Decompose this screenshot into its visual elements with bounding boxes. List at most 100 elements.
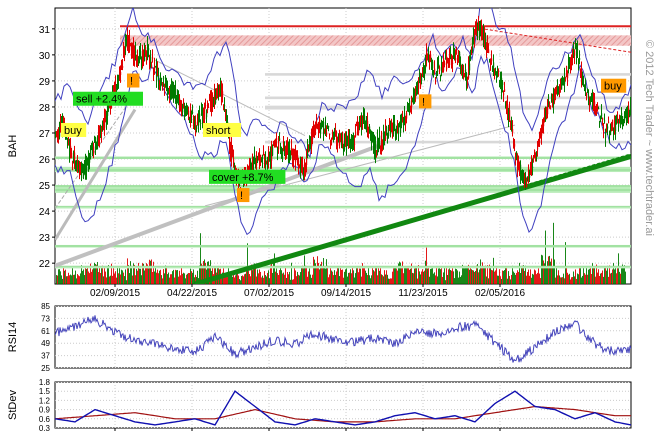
candle-body [541,128,543,136]
volume-bar [116,277,117,284]
volume-bar [409,269,410,284]
volume-bar [421,271,422,284]
volume-bar [136,268,137,284]
volume-bar [491,269,492,284]
volume-bar [557,275,558,284]
volume-bar [560,277,561,284]
volume-bar [225,275,226,284]
volume-bar [252,270,253,284]
candle-body [559,87,561,93]
candle-body [543,119,545,127]
candle-body [519,168,521,171]
candle-body [574,50,576,56]
candle-body [444,62,446,66]
candle-body [264,157,266,163]
candle-body [272,145,274,156]
candle-body [471,49,473,55]
candle-body [590,97,592,101]
candle-body [563,79,565,85]
volume-bar [276,268,277,284]
candle-body [581,69,583,82]
candle-body [483,28,485,40]
candle-body [625,109,627,111]
stdev-tick-label: 1.2 [39,396,51,405]
candle-body [459,51,461,66]
candle-body [331,139,333,141]
volume-bar [326,259,327,284]
volume-bar [366,272,367,284]
candle-body [554,91,556,102]
volume-bar [243,276,244,284]
volume-bar [64,270,65,284]
volume-bar [515,274,516,284]
volume-bar [446,267,447,284]
volume-bar [69,275,70,284]
volume-bar [302,265,303,284]
volume-bar [516,272,517,284]
volume-bar [58,269,59,284]
candle-body [142,54,144,63]
volume-bar [527,271,528,284]
volume-bar [180,275,181,284]
candle-body [268,154,270,160]
volume-bar [283,272,284,284]
candle-body [500,77,502,82]
candle-body [327,126,329,128]
volume-bar [230,273,231,284]
volume-bar [535,270,536,284]
candle-body [293,151,295,162]
candle-body [573,46,575,53]
volume-bar [512,265,513,284]
candle-body [250,160,252,173]
volume-bar [150,260,151,284]
volume-bar [312,274,313,284]
candle-body [484,32,486,42]
volume-bar [357,267,358,284]
candle-body [180,101,182,109]
candle-body [89,155,91,163]
volume-bar [568,274,569,284]
volume-bar [288,274,289,284]
volume-bar [197,270,198,284]
candle-body [626,115,628,118]
candle-body [605,130,607,138]
volume-bar [121,269,122,284]
candle-body [232,150,234,154]
volume-bar [545,230,546,284]
candle-body [612,119,614,129]
candle-body [286,149,288,154]
candle-body [108,107,110,109]
candle-body [338,138,340,140]
candle-body [555,91,557,94]
volume-bar [108,265,109,284]
volume-bar [487,265,488,284]
candle-body [320,127,322,135]
volume-bar [258,273,259,284]
candle-body [160,80,162,87]
candle-body [219,87,221,90]
volume-bar [347,276,348,284]
candle-body [499,80,501,86]
volume-bar [479,269,480,284]
candle-body [450,53,452,58]
candle-body [399,121,401,126]
volume-bar [614,269,615,284]
candle-body [603,129,605,131]
candle-body [425,60,427,68]
volume-bar [453,271,454,284]
candle-body [592,98,594,103]
candle-body [181,104,183,111]
volume-bar [578,274,579,284]
candle-body [326,132,328,135]
volume-bar [339,276,340,284]
volume-bar [465,266,466,284]
candle-body [165,79,167,86]
candle-body [305,163,307,170]
candle-body [225,113,227,119]
candle-body [59,130,61,137]
candle-body [255,164,257,168]
volume-bar [540,278,541,284]
candle-body [100,127,102,133]
volume-bar [580,266,581,284]
volume-bar [462,264,463,284]
